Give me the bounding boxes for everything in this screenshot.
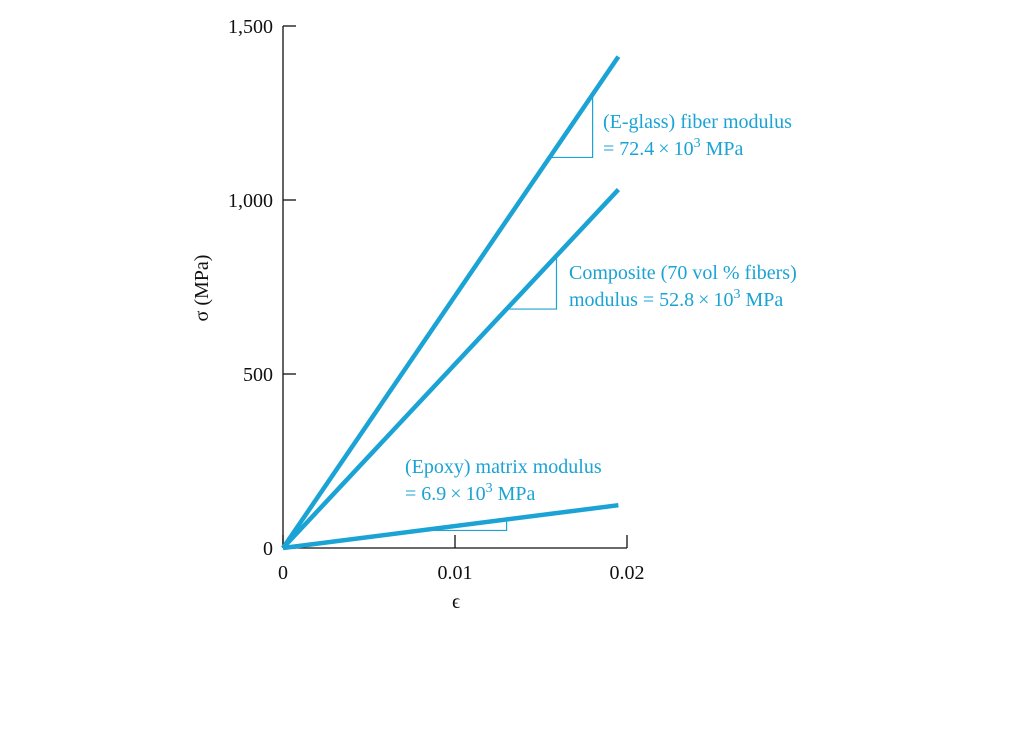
slope-triangle bbox=[506, 255, 558, 310]
series-layer bbox=[281, 55, 621, 551]
series-annotation-line2: = 72.4 × 103 MPa bbox=[603, 136, 743, 160]
y-tick-label: 500 bbox=[243, 364, 273, 386]
axes: 0 500 1,000 1,500 0 0.01 0.02 bbox=[228, 16, 645, 584]
y-tick-label: 1,000 bbox=[228, 190, 273, 212]
y-tick-label: 0 bbox=[263, 538, 273, 560]
series-annotation-line1: (E-glass) fiber modulus bbox=[603, 111, 792, 133]
x-tick-label: 0.02 bbox=[610, 562, 645, 584]
x-axis-label: ϵ bbox=[452, 591, 460, 613]
y-axis-label: σ (MPa) bbox=[191, 255, 213, 322]
series-annotation-line2: modulus = 52.8 × 103 MPa bbox=[569, 287, 783, 311]
series-annotation-line1: (Epoxy) matrix modulus bbox=[405, 456, 602, 478]
x-tick-label: 0 bbox=[278, 562, 288, 584]
slope-triangle bbox=[420, 519, 508, 532]
series-annotation-line2: = 6.9 × 103 MPa bbox=[405, 481, 535, 505]
annotation-layer: (E-glass) fiber modulus = 72.4 × 103 MPa C… bbox=[405, 111, 797, 505]
series-annotation-line1: Composite (70 vol % fibers) bbox=[569, 262, 797, 284]
x-tick-label: 0.01 bbox=[438, 562, 473, 584]
slope-triangle bbox=[549, 94, 594, 159]
y-tick-label: 1,500 bbox=[228, 16, 273, 38]
series-line bbox=[281, 188, 621, 550]
series-line bbox=[282, 502, 619, 551]
series-line bbox=[281, 55, 621, 550]
